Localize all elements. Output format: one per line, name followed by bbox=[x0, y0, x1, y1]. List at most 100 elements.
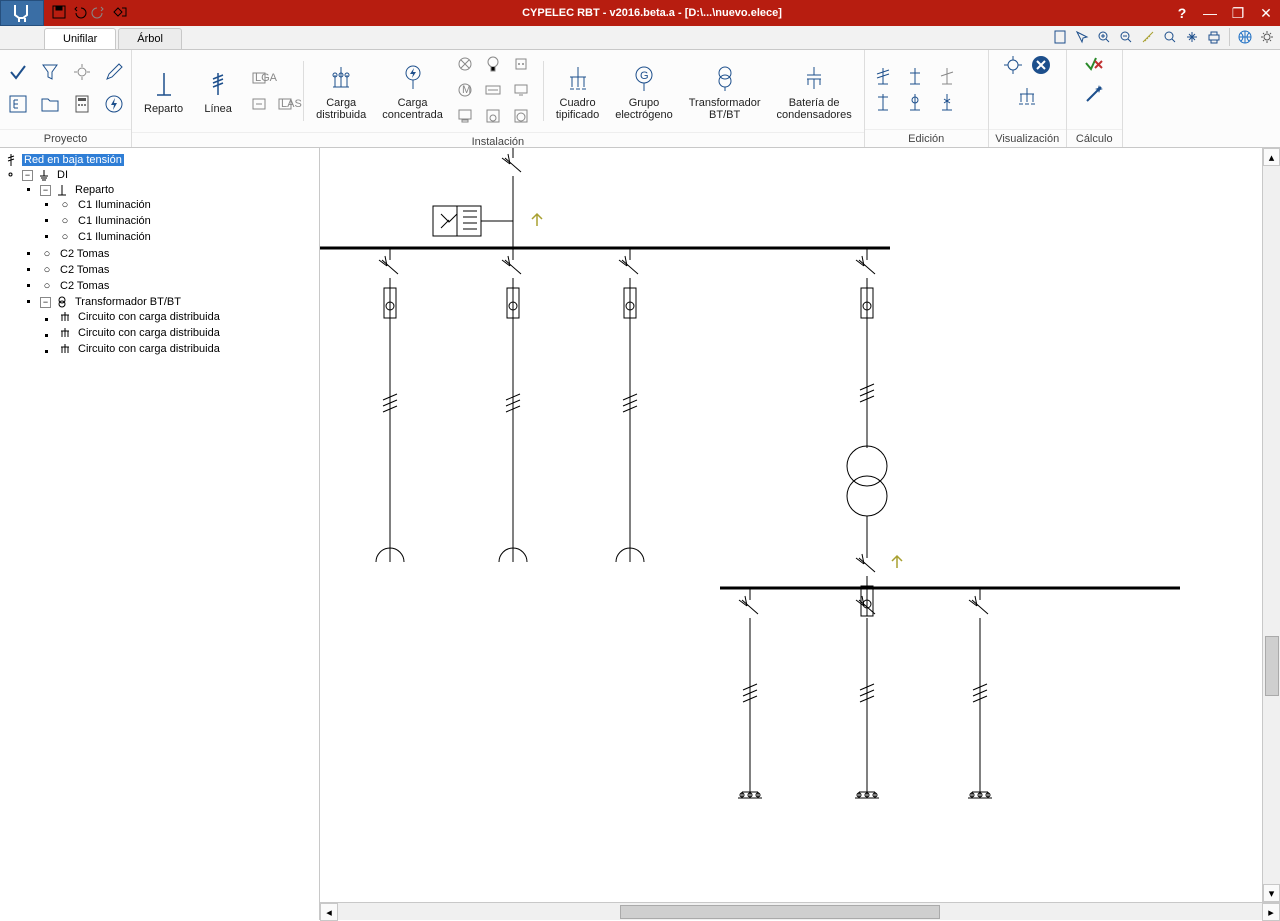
help-button[interactable]: ? bbox=[1168, 0, 1196, 26]
hscroll-thumb[interactable] bbox=[620, 905, 940, 919]
circle-icon: ○ bbox=[40, 279, 54, 293]
maximize-button[interactable]: ❐ bbox=[1224, 0, 1252, 26]
grupo-electrogeno-button[interactable]: G Grupo electrógeno bbox=[611, 59, 677, 123]
redo-icon[interactable] bbox=[92, 5, 106, 22]
load-oven-icon[interactable] bbox=[483, 106, 503, 126]
linea-variants: LGA LAS bbox=[249, 68, 295, 114]
line-var1-icon[interactable]: LGA bbox=[249, 68, 269, 88]
vertical-scrollbar[interactable]: ▴ ▾ bbox=[1262, 148, 1280, 902]
tree-c1-3[interactable]: ○C1 Iluminación bbox=[58, 230, 315, 244]
ribbon-group-visualizacion: Visualización bbox=[989, 50, 1067, 147]
line-var3-icon[interactable] bbox=[249, 94, 269, 114]
tree-view-icon[interactable] bbox=[8, 94, 28, 114]
folder-icon[interactable] bbox=[40, 94, 60, 114]
horizontal-scrollbar[interactable]: ◂ ▸ bbox=[320, 902, 1280, 920]
zoom-extents-icon[interactable] bbox=[1095, 28, 1113, 46]
tree-reparto[interactable]: − Reparto bbox=[40, 183, 315, 197]
tree-circ-3[interactable]: Circuito con carga distribuida bbox=[58, 342, 315, 356]
filter-icon[interactable] bbox=[40, 62, 60, 82]
tab-arbol[interactable]: Árbol bbox=[118, 28, 182, 49]
edit-e2-icon[interactable] bbox=[905, 66, 925, 86]
circle-icon: ○ bbox=[40, 247, 54, 261]
tree-c1-1[interactable]: ○C1 Iluminación bbox=[58, 198, 315, 212]
transformador-button[interactable]: Transformador BT/BT bbox=[685, 59, 765, 123]
ground-icon bbox=[37, 168, 51, 182]
edit-cut-icon[interactable] bbox=[873, 66, 893, 86]
edit-pencil-icon[interactable] bbox=[104, 62, 124, 82]
edit-e6-icon[interactable] bbox=[937, 92, 957, 112]
arrow-icon[interactable] bbox=[1073, 28, 1091, 46]
visual-move-icon[interactable] bbox=[1002, 54, 1024, 79]
circle-icon: ○ bbox=[58, 230, 72, 244]
measure-icon[interactable] bbox=[1139, 28, 1157, 46]
load-motor-icon[interactable]: M bbox=[455, 80, 475, 100]
zoom-out-icon[interactable] bbox=[1117, 28, 1135, 46]
tree-di[interactable]: − DI bbox=[22, 168, 315, 182]
title-bar: CYPELEC RBT - v2016.beta.a - [D:\...\nue… bbox=[0, 0, 1280, 26]
pan-icon[interactable] bbox=[1183, 28, 1201, 46]
load-wash-icon[interactable] bbox=[511, 106, 531, 126]
load-lamp-icon[interactable] bbox=[455, 54, 475, 74]
vscroll-thumb[interactable] bbox=[1265, 636, 1279, 696]
undo-icon[interactable] bbox=[72, 5, 86, 22]
tree-transformador[interactable]: − Transformador BT/BT bbox=[40, 295, 315, 309]
energy-icon[interactable] bbox=[104, 94, 124, 114]
reparto-button[interactable]: Reparto bbox=[140, 65, 187, 117]
dist-load-icon bbox=[58, 310, 72, 324]
minimize-button[interactable]: — bbox=[1196, 0, 1224, 26]
load-pc-icon[interactable] bbox=[455, 106, 475, 126]
globe-icon[interactable] bbox=[1236, 28, 1254, 46]
edit-e5-icon[interactable] bbox=[905, 92, 925, 112]
line-var2-icon[interactable] bbox=[275, 68, 295, 88]
cuadro-tipificado-button[interactable]: Cuadro tipificado bbox=[552, 59, 603, 123]
collapse-icon[interactable]: − bbox=[40, 185, 51, 196]
visual-close-icon[interactable] bbox=[1030, 54, 1052, 79]
settings-icon[interactable] bbox=[1258, 28, 1276, 46]
ribbon-group-edicion: Edición bbox=[865, 50, 989, 147]
carga-distribuida-button[interactable]: Carga distribuida bbox=[312, 59, 370, 123]
recent-icon[interactable] bbox=[112, 5, 128, 22]
tree-root[interactable]: Red en baja tensión bbox=[4, 153, 315, 167]
calc-wand-icon[interactable] bbox=[1083, 83, 1105, 108]
visual-tree-icon[interactable] bbox=[1014, 85, 1040, 110]
load-plug-icon[interactable] bbox=[511, 54, 531, 74]
scroll-up-icon[interactable]: ▴ bbox=[1263, 148, 1280, 166]
svg-text:M: M bbox=[462, 84, 471, 96]
load-ac-icon[interactable] bbox=[483, 80, 503, 100]
scroll-down-icon[interactable]: ▾ bbox=[1263, 884, 1280, 902]
close-button[interactable]: ✕ bbox=[1252, 0, 1280, 26]
tab-unifilar[interactable]: Unifilar bbox=[44, 28, 116, 49]
calculator-icon[interactable] bbox=[72, 94, 92, 114]
line-var4-icon[interactable]: LAS bbox=[275, 94, 295, 114]
load-lamp2-icon[interactable] bbox=[483, 54, 503, 74]
tree-circ-2[interactable]: Circuito con carga distribuida bbox=[58, 326, 315, 340]
scroll-right-icon[interactable]: ▸ bbox=[1262, 903, 1280, 921]
load-type-grid: M bbox=[455, 54, 535, 128]
carga-concentrada-button[interactable]: Carga concentrada bbox=[378, 59, 447, 123]
tree-c2-3[interactable]: ○C2 Tomas bbox=[40, 279, 315, 293]
calc-check-icon[interactable] bbox=[1083, 54, 1105, 77]
page-icon[interactable] bbox=[1051, 28, 1069, 46]
print-icon[interactable] bbox=[1205, 28, 1223, 46]
ribbon-group-label: Edición bbox=[865, 129, 988, 147]
collapse-icon[interactable]: − bbox=[22, 170, 33, 181]
bateria-condensadores-button[interactable]: Batería de condensadores bbox=[772, 59, 855, 123]
diagram-canvas[interactable] bbox=[320, 148, 1262, 902]
save-icon[interactable] bbox=[52, 5, 66, 22]
load-tv-icon[interactable] bbox=[511, 80, 531, 100]
edit-e3-icon[interactable] bbox=[937, 66, 957, 86]
options-gear-icon[interactable] bbox=[72, 62, 92, 82]
tree-c1-2[interactable]: ○C1 Iluminación bbox=[58, 214, 315, 228]
tree-c2-2[interactable]: ○C2 Tomas bbox=[40, 263, 315, 277]
collapse-icon[interactable]: − bbox=[40, 297, 51, 308]
general-data-icon[interactable] bbox=[8, 62, 28, 82]
edit-e4-icon[interactable] bbox=[873, 92, 893, 112]
linea-button[interactable]: Línea bbox=[195, 65, 241, 117]
zoom-window-icon[interactable] bbox=[1161, 28, 1179, 46]
project-tree[interactable]: Red en baja tensión − DI − Reparto ○C1 I… bbox=[0, 148, 320, 920]
tree-c2-1[interactable]: ○C2 Tomas bbox=[40, 247, 315, 261]
ribbon-group-instalacion: Reparto Línea LGA LAS Carga distribuida … bbox=[132, 50, 865, 147]
app-icon[interactable] bbox=[0, 0, 44, 26]
scroll-left-icon[interactable]: ◂ bbox=[320, 903, 338, 921]
tree-circ-1[interactable]: Circuito con carga distribuida bbox=[58, 310, 315, 324]
